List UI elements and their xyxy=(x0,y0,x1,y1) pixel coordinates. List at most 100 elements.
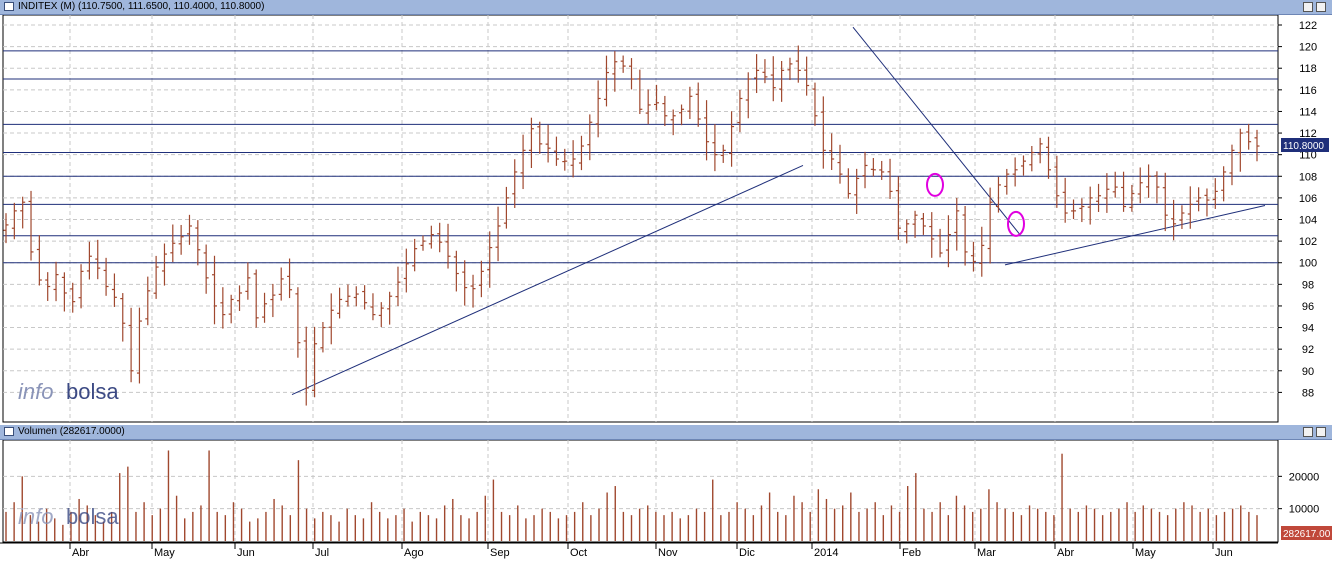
ohlc-bar xyxy=(995,176,1001,213)
price-panel-header: INDITEX (M) (110.7500, 111.6500, 110.400… xyxy=(0,0,1332,15)
ohlc-bar xyxy=(145,276,151,326)
ohlc-bar xyxy=(1121,171,1127,212)
price-tick-label: 90 xyxy=(1302,366,1314,378)
price-tick-label: 116 xyxy=(1299,85,1317,97)
ohlc-bar xyxy=(1087,186,1093,225)
month-label: Abr xyxy=(1057,547,1074,559)
ohlc-bar xyxy=(720,144,726,163)
ohlc-bar xyxy=(445,223,451,269)
ohlc-bar xyxy=(687,86,693,120)
price-tick-label: 118 xyxy=(1299,63,1317,75)
ohlc-bar xyxy=(1221,166,1227,202)
ohlc-bar xyxy=(1212,178,1218,209)
ohlc-bar xyxy=(287,258,293,299)
ohlc-bar xyxy=(645,89,651,125)
watermark-info: info xyxy=(18,379,53,404)
ohlc-bar xyxy=(345,284,351,307)
ohlc-bar xyxy=(870,158,876,177)
ohlc-bar xyxy=(45,272,51,301)
ohlc-bar xyxy=(387,291,393,325)
resistance-lines xyxy=(3,50,1278,264)
ohlc-bar xyxy=(111,273,117,307)
ohlc-bar xyxy=(670,109,676,136)
close-button[interactable] xyxy=(1316,2,1326,12)
watermark-info: info xyxy=(18,504,53,529)
ohlc-bar xyxy=(28,190,34,261)
price-tick-label: 102 xyxy=(1299,236,1317,248)
maximize-button[interactable] xyxy=(1303,2,1313,12)
price-tick-label: 108 xyxy=(1299,171,1317,183)
ohlc-bar xyxy=(595,80,601,138)
ohlc-bar xyxy=(954,197,960,251)
ohlc-bar xyxy=(987,187,993,264)
ohlc-bar xyxy=(812,82,818,126)
panel-window-icon xyxy=(4,427,14,436)
ohlc-bar xyxy=(462,260,468,306)
ohlc-bar xyxy=(195,220,201,266)
ohlc-bar xyxy=(228,294,234,324)
ohlc-bar xyxy=(11,202,17,240)
ohlc-bar xyxy=(1196,187,1202,212)
month-label: Nov xyxy=(658,547,678,559)
ohlc-bar xyxy=(804,56,810,96)
ohlc-bar xyxy=(1062,177,1068,223)
ohlc-bar xyxy=(737,89,743,133)
uptrend-line-2014 xyxy=(1004,204,1266,266)
annotation-circle xyxy=(926,172,944,197)
ohlc-bar xyxy=(787,57,793,81)
ohlc-bar xyxy=(270,283,276,318)
month-label: Dic xyxy=(739,547,755,559)
last-price-box: 110.8000 xyxy=(1281,138,1329,152)
ohlc-bar xyxy=(637,69,643,115)
ohlc-bar xyxy=(654,84,660,111)
ohlc-bar xyxy=(103,257,109,296)
month-label: 2014 xyxy=(814,547,838,559)
ohlc-bar xyxy=(153,255,159,299)
ohlc-bar xyxy=(61,272,67,312)
watermark-bolsa: bolsa xyxy=(66,379,119,404)
month-label: Jul xyxy=(315,547,329,559)
ohlc-bar xyxy=(20,196,26,229)
volume-tick-label: 10000 xyxy=(1289,504,1320,516)
price-tick-label: 110 xyxy=(1299,150,1317,162)
ohlc-bar xyxy=(212,255,217,325)
ohlc-bar xyxy=(545,124,551,163)
watermark-bolsa: bolsa xyxy=(66,504,119,529)
price-tick-label: 98 xyxy=(1302,279,1314,291)
price-tick-label: 106 xyxy=(1299,193,1317,205)
ohlc-bar xyxy=(312,326,318,398)
panel-window-icon xyxy=(4,2,14,11)
maximize-button[interactable] xyxy=(1303,427,1313,437)
ohlc-bar xyxy=(1254,129,1260,162)
ohlc-bar xyxy=(762,59,768,84)
ohlc-bar xyxy=(779,60,785,102)
volume-panel-header: Volumen (282617.0000) xyxy=(0,425,1332,440)
ohlc-bar xyxy=(328,293,334,345)
last-volume-label: 282617.00 xyxy=(1283,529,1331,540)
ohlc-bar xyxy=(587,114,593,161)
close-button[interactable] xyxy=(1316,427,1326,437)
ohlc-bar xyxy=(1020,155,1026,176)
ohlc-bar xyxy=(220,287,226,329)
ohlc-bar xyxy=(1187,186,1193,229)
ohlc-bar xyxy=(1171,199,1177,241)
ohlc-bar xyxy=(278,267,284,301)
ohlc-bar xyxy=(120,293,126,342)
ohlc-bar xyxy=(1112,171,1118,198)
ohlc-bar xyxy=(178,224,184,255)
price-tick-label: 100 xyxy=(1299,258,1317,270)
ohlc-bar xyxy=(395,266,401,307)
price-grid xyxy=(2,15,1279,423)
price-tick-label: 88 xyxy=(1302,387,1314,399)
ohlc-bar xyxy=(203,244,209,294)
ohlc-bar xyxy=(161,243,167,286)
ohlc-bar xyxy=(295,287,301,358)
ohlc-bar xyxy=(1079,198,1085,223)
ohlc-bar xyxy=(362,285,368,310)
ohlc-bar xyxy=(520,134,526,190)
ohlc-bar xyxy=(353,286,359,307)
ohlc-bar xyxy=(53,261,59,302)
volume-axis: 10000 20000 xyxy=(1278,471,1320,516)
ohlc-bar xyxy=(245,262,251,300)
ohlc-bar xyxy=(1096,183,1102,212)
